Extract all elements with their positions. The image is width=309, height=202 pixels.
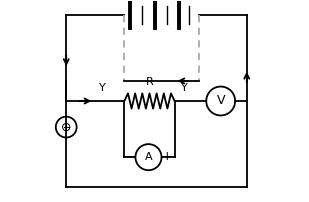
Text: Y: Y — [99, 83, 106, 93]
Text: Y: Y — [181, 83, 188, 93]
Text: V: V — [216, 95, 225, 107]
Text: A: A — [145, 152, 152, 162]
Text: −: − — [125, 151, 136, 164]
Text: +: + — [161, 150, 172, 163]
Text: R: R — [146, 77, 153, 87]
